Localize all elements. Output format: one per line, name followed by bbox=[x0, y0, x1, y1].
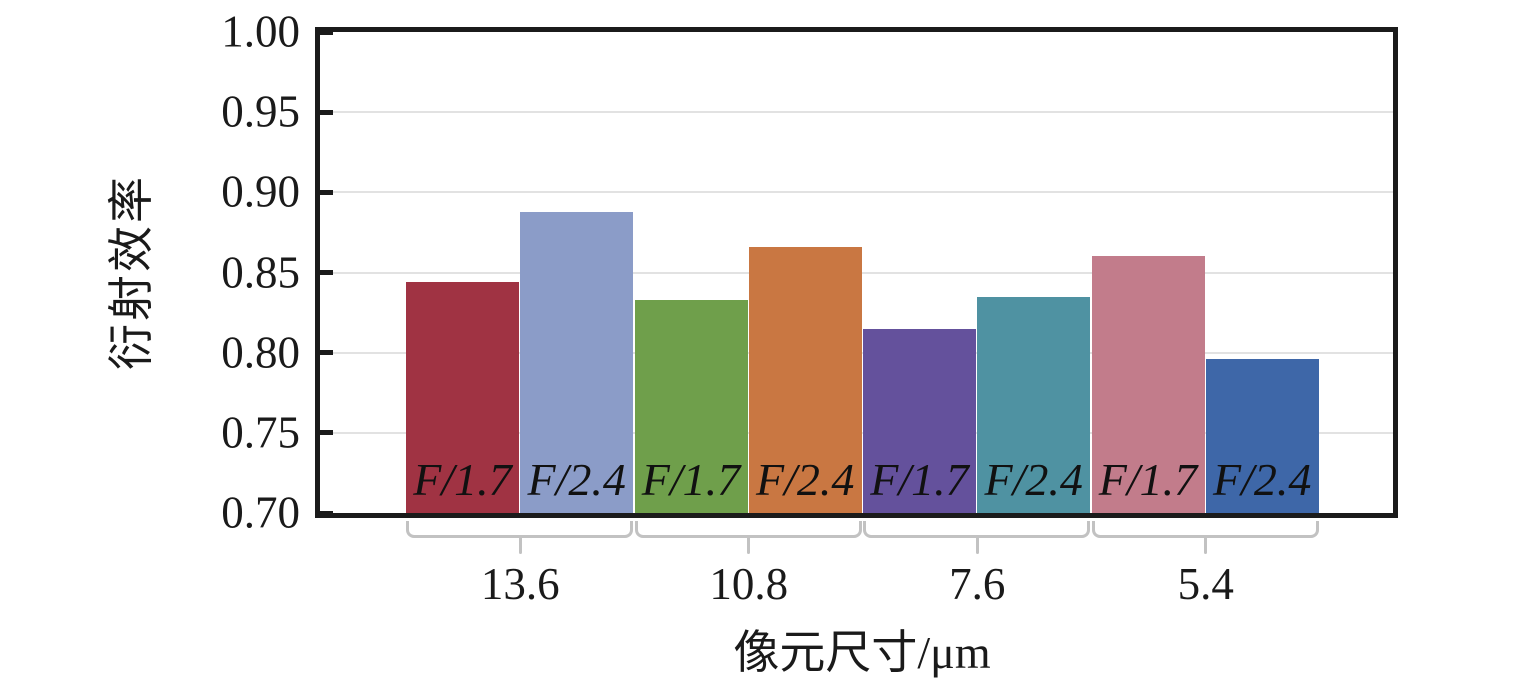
plot-area: F/1.7 F/2.4 F/1.7 F/2.4 F/1.7 F/2.4 F/1.7 F/2.4 bbox=[315, 27, 1398, 518]
bar: F/2.4 bbox=[520, 211, 634, 513]
group-bracket-notch bbox=[975, 536, 979, 554]
bar-f-number-label: F/1.7 bbox=[641, 454, 741, 505]
group-bracket-notch bbox=[518, 536, 522, 554]
bar-f-number-label: F/2.4 bbox=[1213, 454, 1312, 505]
bar-f-number-label: F/2.4 bbox=[984, 454, 1083, 505]
y-tick-label: 0.95 bbox=[221, 86, 300, 137]
gridline bbox=[320, 191, 1393, 194]
y-tick-mark bbox=[320, 189, 333, 195]
x-group-label: 7.6 bbox=[949, 559, 1006, 609]
y-tick-label: 0.80 bbox=[221, 327, 300, 378]
bar: F/1.7 bbox=[406, 282, 519, 513]
group-bracket-notch bbox=[1204, 536, 1208, 554]
y-tick-mark bbox=[320, 109, 333, 115]
x-group-label: 5.4 bbox=[1177, 559, 1234, 609]
bar: F/2.4 bbox=[748, 246, 862, 513]
y-tick-mark bbox=[320, 510, 333, 513]
bar-f-number-label: F/2.4 bbox=[527, 454, 626, 505]
x-group-label: 13.6 bbox=[480, 559, 560, 609]
x-group-label: 10.8 bbox=[709, 559, 789, 609]
y-tick-mark bbox=[320, 350, 333, 356]
y-axis-title: 衍射效率 bbox=[106, 174, 157, 370]
y-tick-label: 0.90 bbox=[221, 166, 300, 217]
bar: F/1.7 bbox=[634, 299, 748, 513]
bar: F/2.4 bbox=[1205, 359, 1319, 513]
bar-f-number-label: F/1.7 bbox=[870, 454, 969, 505]
bar-f-number-label: F/1.7 bbox=[1098, 454, 1198, 505]
bar: F/1.7 bbox=[1091, 256, 1205, 513]
bar-f-number-label: F/2.4 bbox=[756, 454, 855, 505]
y-tick-label: 0.85 bbox=[221, 247, 300, 297]
y-tick-label: 0.70 bbox=[221, 487, 300, 538]
y-tick-label: 0.75 bbox=[221, 407, 300, 458]
group-bracket-notch bbox=[747, 536, 751, 554]
y-tick-mark bbox=[320, 270, 333, 275]
bar: F/1.7 bbox=[863, 328, 976, 513]
bar-f-number-label: F/1.7 bbox=[413, 454, 512, 505]
bar: F/2.4 bbox=[977, 296, 1091, 513]
y-tick-label: 1.00 bbox=[221, 6, 300, 57]
y-tick-mark bbox=[320, 32, 333, 35]
gridline bbox=[320, 111, 1393, 114]
x-axis-title: 像元尺寸/μm bbox=[733, 627, 991, 678]
y-tick-mark bbox=[320, 430, 333, 436]
